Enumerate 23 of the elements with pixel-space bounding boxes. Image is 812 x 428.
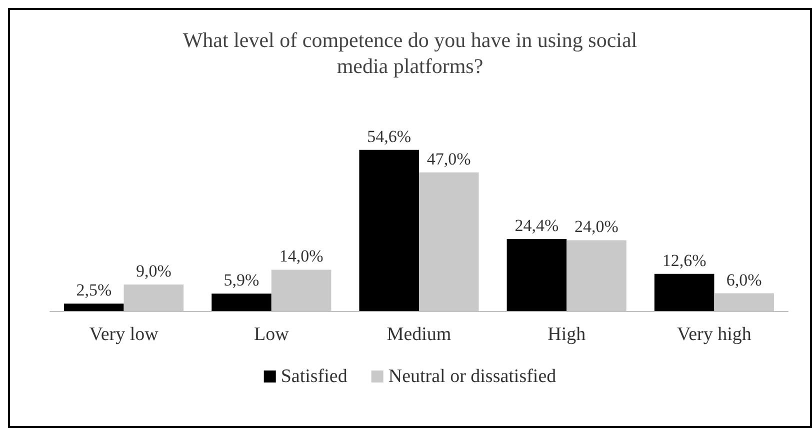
data-label: 5,9% [224,270,260,290]
bar [64,304,124,311]
x-tick-label: High [548,324,586,345]
x-tick-label: Very low [89,324,159,345]
chart-title: What level of competence do you have in using social media platforms? [182,28,638,78]
bar [654,274,714,311]
data-label: 12,6% [662,250,706,270]
data-label: 14,0% [279,246,324,266]
data-label: 6,0% [726,270,762,290]
data-label: 54,6% [367,126,412,146]
legend-label: Neutral or dissatisfied [388,366,557,387]
legend-label: Satisfied [280,366,348,387]
bar [212,294,272,311]
data-label: 9,0% [136,261,172,280]
bar [359,150,419,311]
x-tick-label: Medium [386,324,452,345]
x-tick-label: Very high [676,324,752,345]
data-label: 47,0% [426,149,471,168]
data-label: 2,5% [76,280,112,300]
x-tick-label: Low [254,324,290,345]
data-label: 24,4% [514,216,559,236]
data-label: 24,0% [574,217,618,236]
bar [506,239,567,311]
